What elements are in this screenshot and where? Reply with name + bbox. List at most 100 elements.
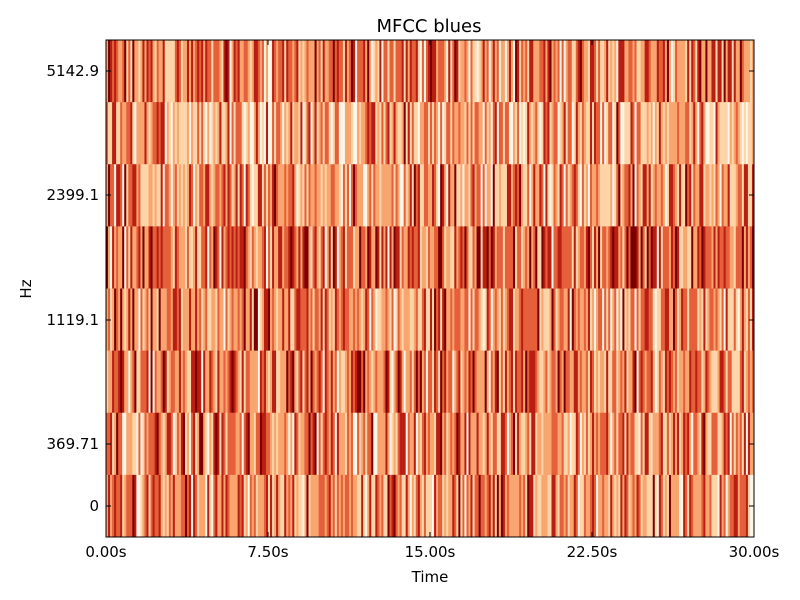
heatmap-cell (261, 40, 265, 103)
heatmap-cell (328, 474, 332, 538)
heatmap-cell (213, 102, 216, 165)
heatmap-cell (144, 40, 147, 103)
heatmap-cell (533, 288, 536, 352)
heatmap-cell (583, 102, 587, 165)
heatmap-cell (478, 226, 482, 289)
heatmap-cell (515, 40, 518, 103)
heatmap-cell (741, 102, 745, 165)
heatmap-cell (539, 102, 542, 165)
heatmap-cell (126, 164, 129, 227)
heatmap-cell (166, 288, 170, 352)
heatmap-cell (332, 412, 336, 476)
heatmap-cell (434, 412, 437, 476)
heatmap-cell (211, 164, 214, 227)
heatmap-cell (227, 474, 230, 538)
heatmap-cell (383, 350, 386, 414)
heatmap-cell (363, 102, 366, 165)
heatmap-cell (614, 102, 617, 165)
heatmap-cell (389, 164, 392, 227)
heatmap-cell (749, 164, 753, 227)
heatmap-cell (134, 102, 137, 165)
heatmap-cell (436, 350, 439, 414)
heatmap-cell (182, 412, 186, 476)
heatmap-cell (632, 412, 635, 476)
heatmap-cell (314, 350, 317, 414)
heatmap-cell (251, 226, 255, 289)
heatmap-cell (681, 40, 684, 103)
heatmap-cell (332, 102, 336, 165)
heatmap-cell (359, 288, 362, 352)
heatmap-cell (715, 226, 718, 289)
heatmap-cell (296, 350, 299, 414)
heatmap-cell (717, 40, 720, 103)
heatmap-cell (213, 412, 216, 476)
heatmap-cell (681, 226, 684, 289)
heatmap-cell (209, 412, 212, 476)
heatmap-cell (701, 350, 704, 414)
heatmap-cell (533, 40, 536, 103)
heatmap-cell (474, 164, 477, 227)
heatmap-cell (389, 412, 392, 476)
heatmap-cell (677, 164, 680, 227)
heatmap-cell (618, 474, 621, 538)
heatmap-cell (259, 288, 263, 352)
heatmap-cell (626, 102, 629, 165)
heatmap-cell (231, 412, 234, 476)
heatmap-cell (215, 474, 218, 538)
heatmap-cell (472, 288, 475, 352)
heatmap-cell (527, 226, 530, 289)
heatmap-cell (664, 288, 668, 352)
heatmap-cell (569, 164, 573, 227)
x-tick-label: 7.50s (247, 543, 288, 561)
heatmap-cell (721, 474, 725, 538)
heatmap-cell (318, 412, 322, 476)
heatmap-cell (717, 350, 720, 414)
heatmap-cell (351, 288, 354, 352)
heatmap-cell (743, 164, 747, 227)
heatmap-cell (158, 350, 162, 414)
heatmap-cell (213, 288, 216, 352)
heatmap-cell (427, 288, 431, 352)
heatmap-cell (594, 164, 597, 227)
heatmap-cell (170, 226, 174, 289)
heatmap-cell (144, 412, 147, 476)
heatmap-cell (306, 288, 309, 352)
heatmap-cell (270, 164, 273, 227)
heatmap-cell (209, 288, 212, 352)
heatmap-cell (403, 226, 407, 289)
heatmap-cell (600, 412, 603, 476)
heatmap-cell (470, 102, 473, 165)
heatmap-cell (148, 102, 151, 165)
heatmap-cell (229, 226, 232, 289)
heatmap-cell (598, 412, 601, 476)
heatmap-cell (521, 164, 524, 227)
heatmap-cell (650, 226, 654, 289)
heatmap-cell (205, 40, 208, 103)
heatmap-cell (322, 288, 326, 352)
heatmap-cell (662, 226, 666, 289)
heatmap-cell (687, 474, 690, 538)
heatmap-cell (241, 164, 245, 227)
heatmap-cell (259, 226, 263, 289)
heatmap-cell (559, 474, 563, 538)
heatmap-cell (296, 412, 299, 476)
heatmap-cell (217, 40, 220, 103)
heatmap-cell (668, 102, 672, 165)
heatmap-cell (537, 474, 540, 538)
heatmap-cell (304, 350, 307, 414)
heatmap-cell (124, 164, 127, 227)
heatmap-cell (367, 40, 370, 103)
heatmap-cell (387, 288, 390, 352)
heatmap-cell (118, 102, 121, 165)
heatmap-cell (215, 288, 218, 352)
heatmap-cell (369, 412, 372, 476)
heatmap-cell (195, 102, 198, 165)
heatmap-cell (452, 412, 455, 476)
heatmap-cell (444, 288, 447, 352)
heatmap-cell (136, 226, 139, 289)
heatmap-cell (699, 350, 702, 414)
heatmap-cell (349, 350, 352, 414)
heatmap-cell (308, 164, 311, 227)
heatmap-cell (719, 474, 722, 538)
heatmap-cell (673, 288, 676, 352)
